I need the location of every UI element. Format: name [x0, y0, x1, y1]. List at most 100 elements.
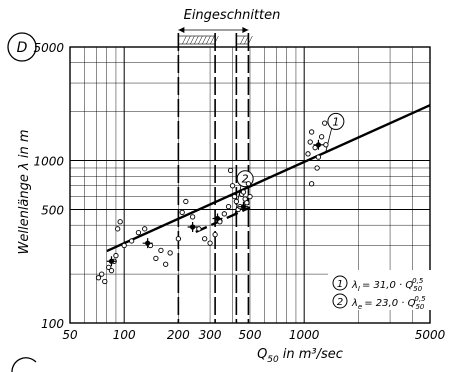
data-point	[231, 193, 238, 200]
y-tick-labels: 100 500 1000 5000	[33, 41, 64, 331]
mean-point	[190, 224, 196, 230]
panel-label: D	[17, 40, 28, 56]
data-point	[115, 226, 121, 232]
legend-num-2: 2	[337, 297, 343, 308]
next-panel-fragment	[11, 357, 37, 372]
legend-entry-1: λI = 31,0 · Q500,5	[351, 277, 424, 293]
x-axis-label-q: Q	[257, 347, 267, 362]
x-tick-label: 50	[62, 328, 78, 342]
x-tick-label: 100	[113, 328, 136, 342]
data-point	[99, 271, 105, 277]
caption-arrow-left	[178, 27, 185, 33]
band-0-cap	[178, 35, 216, 45]
data-point	[167, 250, 173, 256]
x-tick-labels: 50 100 200 300 500 1000 5000	[62, 328, 445, 342]
data-point	[318, 134, 325, 140]
data-point	[179, 209, 185, 215]
legend-entry-2: λe = 23,0 · Q500,5	[351, 295, 426, 311]
line-label-leader-1	[325, 127, 333, 152]
line-label-2: 2	[242, 173, 249, 186]
data-point	[307, 139, 313, 145]
x-tick-label: 200	[167, 328, 190, 342]
data-point	[229, 183, 236, 189]
legend-num-1: 1	[337, 279, 343, 290]
data-point	[196, 226, 202, 232]
data-point	[233, 198, 240, 205]
x-tick-label: 300	[199, 328, 222, 342]
y-tick-label: 100	[41, 317, 64, 331]
chart-title: Eingeschnitten	[184, 8, 281, 23]
band-0-hatch	[198, 35, 203, 45]
data-point	[207, 240, 213, 246]
plot-frame	[69, 46, 431, 324]
data-point	[323, 142, 329, 148]
data-point	[227, 167, 234, 174]
data-point	[202, 236, 208, 242]
data-point	[183, 198, 189, 205]
band-0-hatch	[206, 35, 211, 45]
legend-1-qsub: 50	[413, 285, 422, 293]
mean-point	[315, 142, 322, 148]
data-point	[135, 229, 142, 236]
y-tick-label: 500	[41, 203, 64, 217]
data-point	[189, 214, 196, 220]
data-point	[113, 252, 119, 259]
legend-2-qsub: 50	[415, 303, 424, 311]
legend-circle-2	[332, 293, 348, 309]
legend-1-exp: 0,5	[412, 277, 424, 285]
data-point	[225, 204, 232, 210]
x-axis-label-sub: 50	[267, 355, 279, 365]
data-point	[106, 264, 112, 271]
data-point	[158, 247, 164, 254]
band-1-hatch	[248, 35, 253, 45]
mean-point	[214, 215, 221, 222]
data-point	[314, 165, 320, 171]
data-point	[212, 231, 218, 238]
regression-lines: 12	[106, 104, 431, 253]
mean-point	[108, 258, 115, 264]
data-point	[312, 145, 318, 151]
band-0-hatch	[194, 35, 199, 45]
data-point	[108, 268, 115, 274]
x-tick-label: 500	[239, 328, 262, 342]
y-tick-label: 5000	[33, 41, 64, 55]
band-0-hatch	[202, 35, 207, 45]
regression-line-2	[195, 206, 251, 234]
data-point	[308, 129, 315, 135]
data-point	[175, 236, 182, 242]
band-0-hatch	[210, 35, 215, 45]
legend-2-text: = 23,0 · Q	[364, 298, 415, 309]
y-tick-label: 1000	[33, 155, 64, 169]
data-point	[153, 255, 159, 262]
data-point	[163, 261, 169, 267]
data-point	[128, 238, 135, 244]
band-1-hatch	[240, 35, 245, 45]
data-point	[247, 193, 253, 200]
data-point	[240, 189, 247, 195]
line-label-1: 1	[332, 115, 339, 128]
legend-1-symbol: λ	[351, 280, 358, 291]
legend-2-exp: 0,5	[414, 295, 426, 303]
mean-point	[240, 204, 247, 210]
line-label-circle-1	[327, 112, 345, 130]
x-tick-label: 1000	[289, 328, 320, 342]
x-tick-label: 5000	[415, 328, 446, 342]
data-point	[221, 211, 227, 217]
legend-2-symbol: λ	[351, 298, 358, 309]
panel-label-circle	[7, 32, 37, 62]
data-point	[117, 219, 123, 225]
legend-circle-1	[332, 275, 348, 291]
band-0-hatch	[186, 35, 191, 45]
data-point	[245, 181, 252, 187]
y-axis-label: Wellenlänge λ in m	[17, 130, 32, 255]
mean-point	[145, 240, 151, 246]
legend: 1 λI = 31,0 · Q500,5 2 λe = 23,0 · Q500,5	[328, 270, 440, 311]
band-0-hatch	[190, 35, 195, 45]
data-point	[142, 226, 148, 232]
data-point	[244, 200, 250, 206]
data-point	[322, 120, 328, 126]
legend-1-sub: I	[358, 285, 360, 293]
regression-line-1	[106, 104, 431, 253]
data-point	[315, 154, 322, 160]
